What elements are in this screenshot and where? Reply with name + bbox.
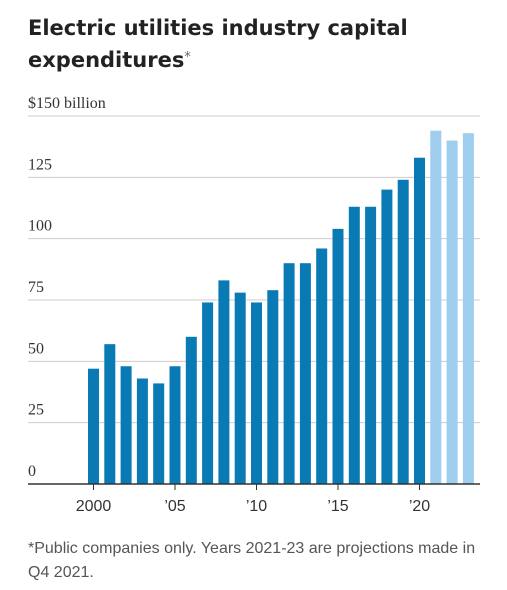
y-axis-labels: 0 25 50 75 100 125 $150 billion xyxy=(28,95,106,480)
x-tick-label: ’15 xyxy=(327,498,348,515)
chart-title-text: Electric utilities industry capital expe… xyxy=(28,16,408,72)
x-tick-label: ’10 xyxy=(246,498,267,515)
bar-2021 xyxy=(430,130,442,484)
bar-2017 xyxy=(365,206,377,485)
y-tick-label: 125 xyxy=(28,156,52,173)
footnote: *Public companies only. Years 2021-23 ar… xyxy=(28,540,476,581)
bar-2001 xyxy=(104,344,116,484)
bar-2011 xyxy=(267,290,279,484)
y-tick-label: 25 xyxy=(28,402,44,419)
y-tick-label: $150 billion xyxy=(28,95,106,112)
bar-2016 xyxy=(348,206,360,485)
bar-2010 xyxy=(251,302,262,484)
y-tick-label: 75 xyxy=(28,279,44,296)
y-tick-label: 100 xyxy=(28,218,52,235)
bar-2018 xyxy=(381,189,393,484)
bar-2020 xyxy=(414,157,425,484)
chart-title: Electric utilities industry capital expe… xyxy=(28,12,488,76)
bar-2014 xyxy=(316,248,328,484)
bar-2005 xyxy=(169,366,181,484)
bar-2019 xyxy=(397,179,409,484)
bars xyxy=(88,130,474,485)
bar-2023 xyxy=(462,133,474,484)
x-tick-label: 2000 xyxy=(76,498,112,515)
y-tick-label: 50 xyxy=(28,340,44,357)
bar-2015 xyxy=(332,228,344,484)
x-tick-label: ’20 xyxy=(409,498,430,515)
x-tick-label: ’05 xyxy=(164,498,185,515)
x-axis-ticks: 2000 ’05 ’10 ’15 ’20 xyxy=(76,484,430,515)
bar-2000 xyxy=(88,368,99,484)
bar-2006 xyxy=(185,336,197,484)
bar-2009 xyxy=(234,292,246,484)
bar-2003 xyxy=(136,378,148,484)
bar-2004 xyxy=(153,383,165,484)
bar-2022 xyxy=(446,140,458,485)
bar-2002 xyxy=(120,366,132,484)
bar-2008 xyxy=(218,280,230,484)
title-footnote-marker: * xyxy=(184,50,191,65)
bar-2012 xyxy=(283,263,295,484)
bar-2013 xyxy=(299,263,311,484)
y-tick-label: 0 xyxy=(28,463,36,480)
bar-2007 xyxy=(202,302,214,484)
